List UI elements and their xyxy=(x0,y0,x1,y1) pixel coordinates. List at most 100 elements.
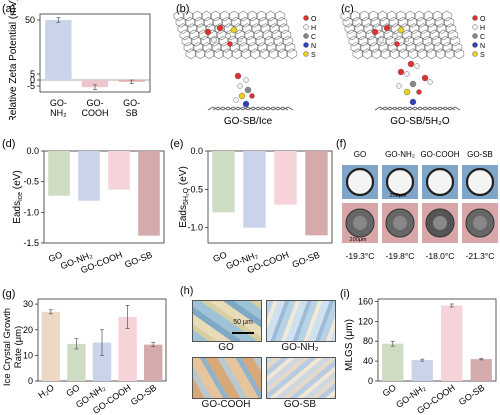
panel-label-f: (f) xyxy=(336,138,346,150)
surface-bond xyxy=(277,106,284,111)
graphene-hex xyxy=(346,29,358,41)
atom xyxy=(234,72,242,80)
droplet-label: GO-SB xyxy=(467,150,493,159)
graphene-hex xyxy=(355,29,367,41)
chart-a-category-label: GO- xyxy=(50,98,67,108)
water-cluster-c xyxy=(374,106,461,111)
surface-bond xyxy=(424,106,431,111)
surface-bond xyxy=(222,106,229,111)
atom xyxy=(407,60,415,68)
graphene-hex xyxy=(203,16,214,28)
atom xyxy=(404,37,410,43)
graphene-hex xyxy=(237,10,249,22)
chart-d-ylabel: Eadsice (eV) xyxy=(12,170,24,223)
graphene-hex xyxy=(271,29,282,41)
graphene-hex xyxy=(238,42,250,53)
atom xyxy=(396,83,402,89)
graphene-hex xyxy=(239,16,251,28)
surface-bond xyxy=(389,106,396,111)
chart-d-bar xyxy=(78,151,100,201)
atom xyxy=(230,26,238,34)
surface-bond xyxy=(409,106,416,111)
graphene-hex xyxy=(397,16,409,28)
chart-g-bar xyxy=(143,344,163,381)
surface-bond xyxy=(444,106,451,111)
surface-bond xyxy=(414,106,421,111)
graphene-hex xyxy=(435,48,446,60)
graphene-hex xyxy=(198,29,209,41)
micrograph-go xyxy=(192,300,262,342)
graphene-hex xyxy=(249,16,260,28)
chart-d-category-label: GO-SB xyxy=(123,250,154,270)
micrograph-go-cooh xyxy=(192,357,262,399)
chart-a-ytick-label: 5 xyxy=(30,69,35,79)
surface-bond xyxy=(212,106,219,111)
chart-e-bar xyxy=(243,151,266,228)
legend-swatch xyxy=(472,15,478,21)
panel-label-e: (e) xyxy=(170,138,183,150)
graphene-hex xyxy=(408,23,420,34)
chart-i-ytick-label: 0 xyxy=(368,376,373,386)
chart-a-ytick-label: 0 xyxy=(30,75,35,85)
chart-e: (e) Eads5H₂O (eV) 0.0-0.5-1.0GOGO-NH₂GO-… xyxy=(170,138,333,275)
graphene-hex xyxy=(207,29,218,41)
graphene-hex xyxy=(349,10,361,22)
surface-bond xyxy=(272,106,279,111)
atom xyxy=(225,33,231,39)
graphene-hex xyxy=(427,23,438,34)
surface-bond xyxy=(399,106,406,111)
panel-label-a: (a) xyxy=(2,3,15,15)
legend-label: N xyxy=(480,43,485,50)
chart-d-ytick-label: -1.0 xyxy=(23,207,39,217)
atom xyxy=(394,41,400,47)
graphene-hex xyxy=(182,10,194,22)
chart-g-bar xyxy=(92,342,112,381)
graphene-hex xyxy=(211,42,222,53)
graphene-hex xyxy=(228,10,240,22)
chart-a-category-label: GO- xyxy=(123,98,140,108)
graphene-hex xyxy=(442,42,453,53)
graphene-hex xyxy=(418,23,429,34)
atom xyxy=(427,79,433,85)
graphene-hex xyxy=(423,10,434,22)
atom xyxy=(383,24,391,32)
graphene-hex xyxy=(416,16,427,28)
chart-i-ytick-label: 160 xyxy=(358,296,373,306)
graphene-hex xyxy=(269,23,280,34)
surface-bond xyxy=(429,106,436,111)
legend-swatch xyxy=(472,42,478,48)
micrograph-label-go-nh2: GO-NH₂ xyxy=(281,342,319,353)
chart-e-category-label: GO-SB xyxy=(291,250,322,270)
graphene-hex xyxy=(412,35,424,47)
graphene-hex xyxy=(359,42,371,53)
micrograph-go-sb xyxy=(266,357,336,399)
graphene-hex xyxy=(266,42,277,53)
droplet-scale-bottom: 200μm xyxy=(350,237,367,243)
graphene-hex xyxy=(386,10,398,22)
graphene-hex xyxy=(405,42,417,53)
ice-surface-b xyxy=(207,106,294,111)
graphene-hex xyxy=(350,42,362,53)
graphene-hex xyxy=(177,23,189,34)
graphene-hex xyxy=(200,35,211,47)
chart-g-ylabel-2: Rate (μm) xyxy=(13,326,24,368)
graphene-sheet-b xyxy=(173,10,298,60)
graphene-hex xyxy=(175,16,187,28)
legend-label: H xyxy=(480,25,485,32)
legend-label: S xyxy=(480,52,485,59)
droplet-top xyxy=(345,167,375,197)
legend-swatch xyxy=(303,15,309,21)
graphene-hex xyxy=(367,35,378,47)
graphene-hex xyxy=(380,48,391,60)
graphene-hex xyxy=(344,23,356,34)
graphene-hex xyxy=(388,16,400,28)
chart-a-bar xyxy=(81,80,109,88)
legend-swatch xyxy=(472,24,478,30)
graphene-hex xyxy=(416,48,428,60)
chart-d-ytick-label: -0.5 xyxy=(23,177,39,187)
graphene-hex xyxy=(407,48,419,60)
